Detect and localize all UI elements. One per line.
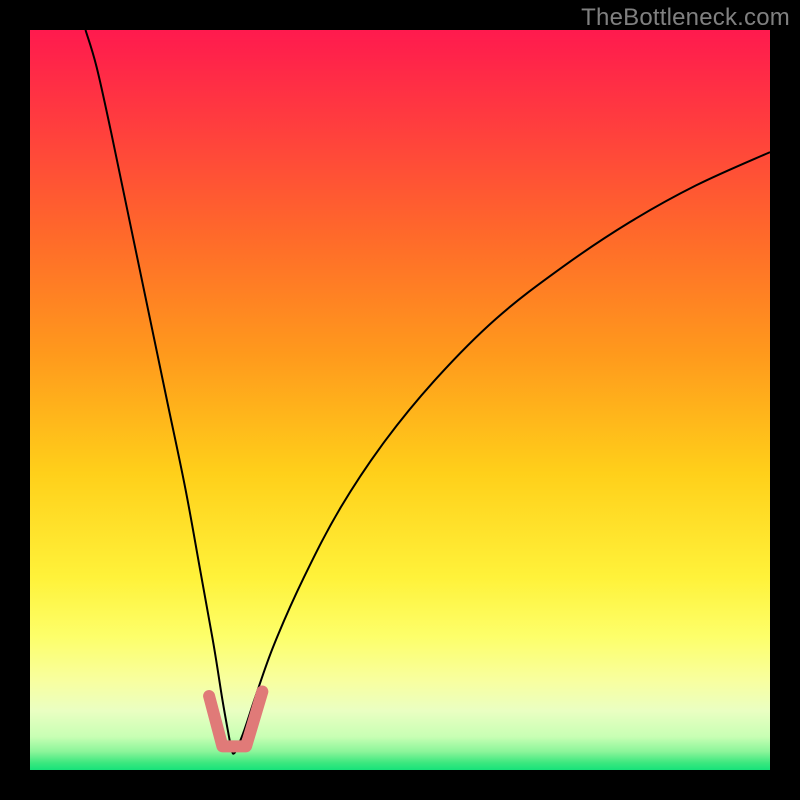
plot-svg (30, 30, 770, 770)
gradient-background (30, 30, 770, 770)
watermark-text: TheBottleneck.com (581, 4, 790, 32)
plot-area (30, 30, 770, 770)
chart-container: TheBottleneck.com (0, 0, 800, 800)
